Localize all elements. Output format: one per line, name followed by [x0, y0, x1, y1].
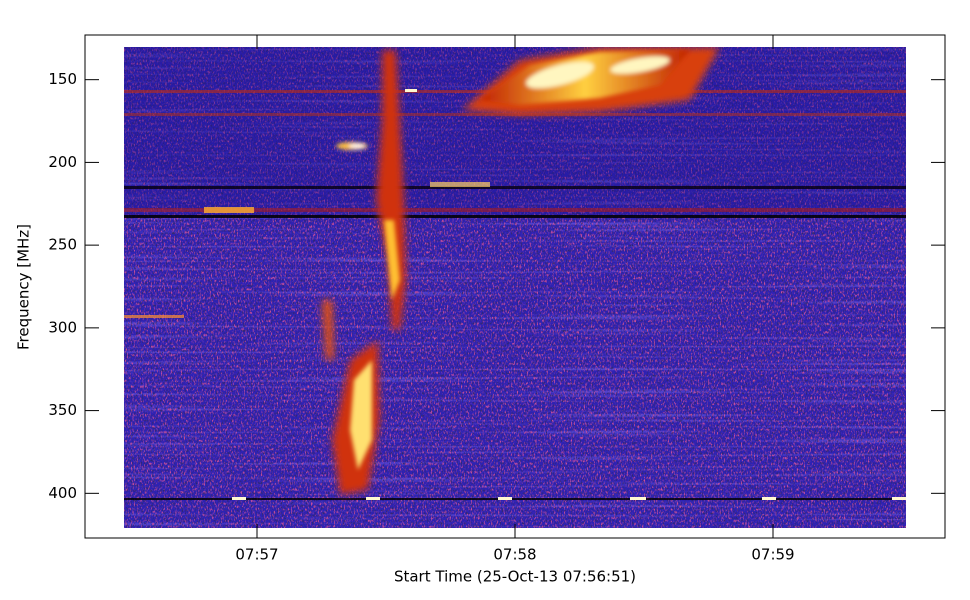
- x-tick-label: 07:58: [493, 546, 536, 564]
- y-axis-label: Frequency [MHz]: [15, 224, 33, 350]
- spectrogram-image: [124, 47, 906, 528]
- y-tick-label: 300: [48, 318, 77, 336]
- x-axis-label: Start Time (25-Oct-13 07:56:51): [394, 568, 636, 586]
- x-tick-label: 07:59: [751, 546, 794, 564]
- y-tick-label: 350: [48, 401, 77, 419]
- y-tick-label: 400: [48, 484, 77, 502]
- x-tick-label: 07:57: [235, 546, 278, 564]
- y-tick-label: 150: [48, 70, 77, 88]
- y-tick-label: 250: [48, 236, 77, 254]
- y-tick-label: 200: [48, 153, 77, 171]
